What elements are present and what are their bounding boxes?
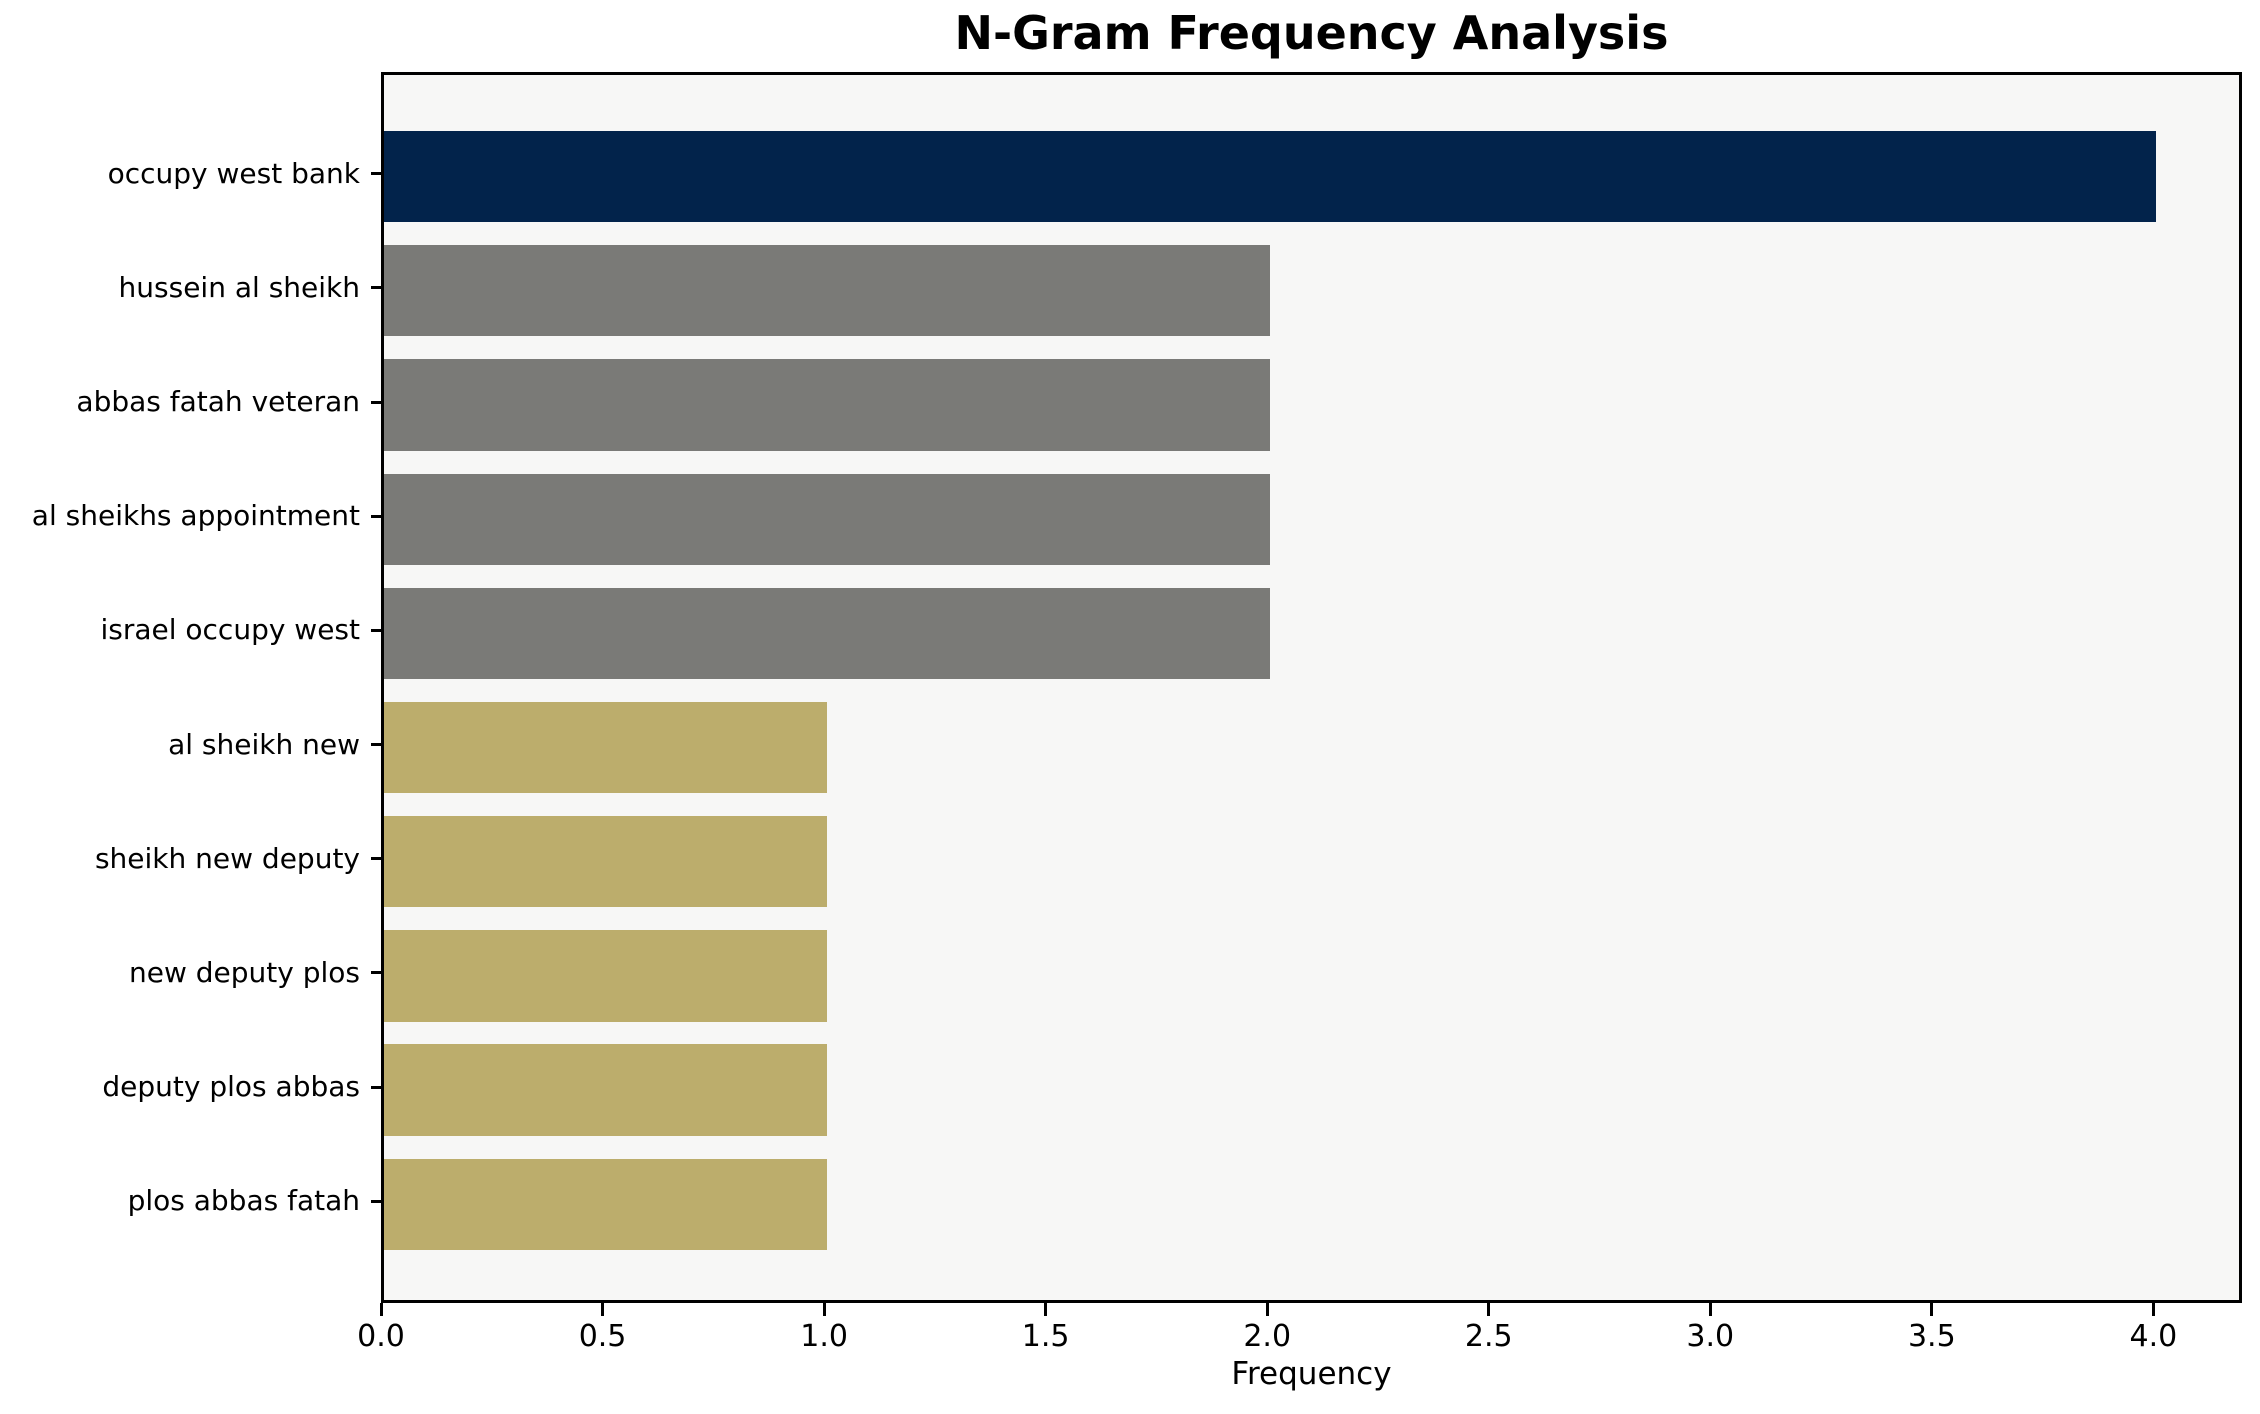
x-axis-title: Frequency (1231, 1356, 1392, 1392)
bar (384, 816, 828, 908)
x-tick-label: 2.5 (1464, 1319, 1513, 1354)
x-tick-label: 1.5 (1021, 1319, 1070, 1354)
y-tick-label: sheikh new deputy (94, 841, 360, 875)
y-tick-mark (371, 172, 381, 176)
x-tick-label: 3.5 (1907, 1319, 1956, 1354)
y-tick-mark (371, 400, 381, 404)
y-tick-mark (371, 1199, 381, 1203)
bar (384, 245, 1271, 337)
bar (384, 130, 2157, 223)
x-tick-mark (1265, 1303, 1269, 1316)
y-tick-label: new deputy plos (128, 955, 360, 989)
x-tick-mark (1708, 1303, 1712, 1316)
x-tick-mark (1487, 1303, 1491, 1316)
y-tick-label: al sheikh new (168, 727, 360, 761)
y-tick-mark (371, 514, 381, 518)
y-tick-mark (371, 628, 381, 632)
chart-title: N-Gram Frequency Analysis (954, 6, 1669, 60)
y-tick-label: al sheikhs appointment (31, 499, 360, 533)
x-tick-mark (1930, 1303, 1934, 1316)
x-tick-label: 1.0 (800, 1319, 848, 1354)
bar (384, 473, 1271, 565)
x-tick-mark (601, 1303, 605, 1316)
x-tick-mark (822, 1303, 826, 1316)
y-tick-mark (371, 1085, 381, 1089)
y-tick-mark (371, 971, 381, 975)
bar (384, 930, 828, 1022)
bar (384, 587, 1271, 680)
y-tick-label: hussein al sheikh (118, 270, 360, 304)
x-tick-label: 0.0 (357, 1319, 405, 1354)
x-tick-label: 2.0 (1243, 1319, 1292, 1354)
y-tick-label: abbas fatah veteran (76, 385, 360, 419)
bar (384, 359, 1271, 451)
x-tick-mark (379, 1303, 383, 1316)
x-tick-mark (2151, 1303, 2155, 1316)
x-tick-label: 3.0 (1686, 1319, 1735, 1354)
y-tick-label: israel occupy west (100, 613, 360, 647)
x-tick-label: 0.5 (578, 1319, 627, 1354)
y-tick-label: occupy west bank (107, 156, 360, 190)
bar (384, 701, 828, 794)
x-tick-label: 4.0 (2129, 1319, 2178, 1354)
bar (384, 1158, 828, 1251)
y-tick-label: plos abbas fatah (127, 1184, 360, 1218)
y-tick-label: deputy plos abbas (102, 1070, 360, 1104)
plot-area (381, 72, 2242, 1303)
x-tick-mark (1044, 1303, 1048, 1316)
bar (384, 1044, 828, 1136)
y-tick-mark (371, 857, 381, 861)
y-tick-mark (371, 743, 381, 747)
y-tick-mark (371, 286, 381, 290)
